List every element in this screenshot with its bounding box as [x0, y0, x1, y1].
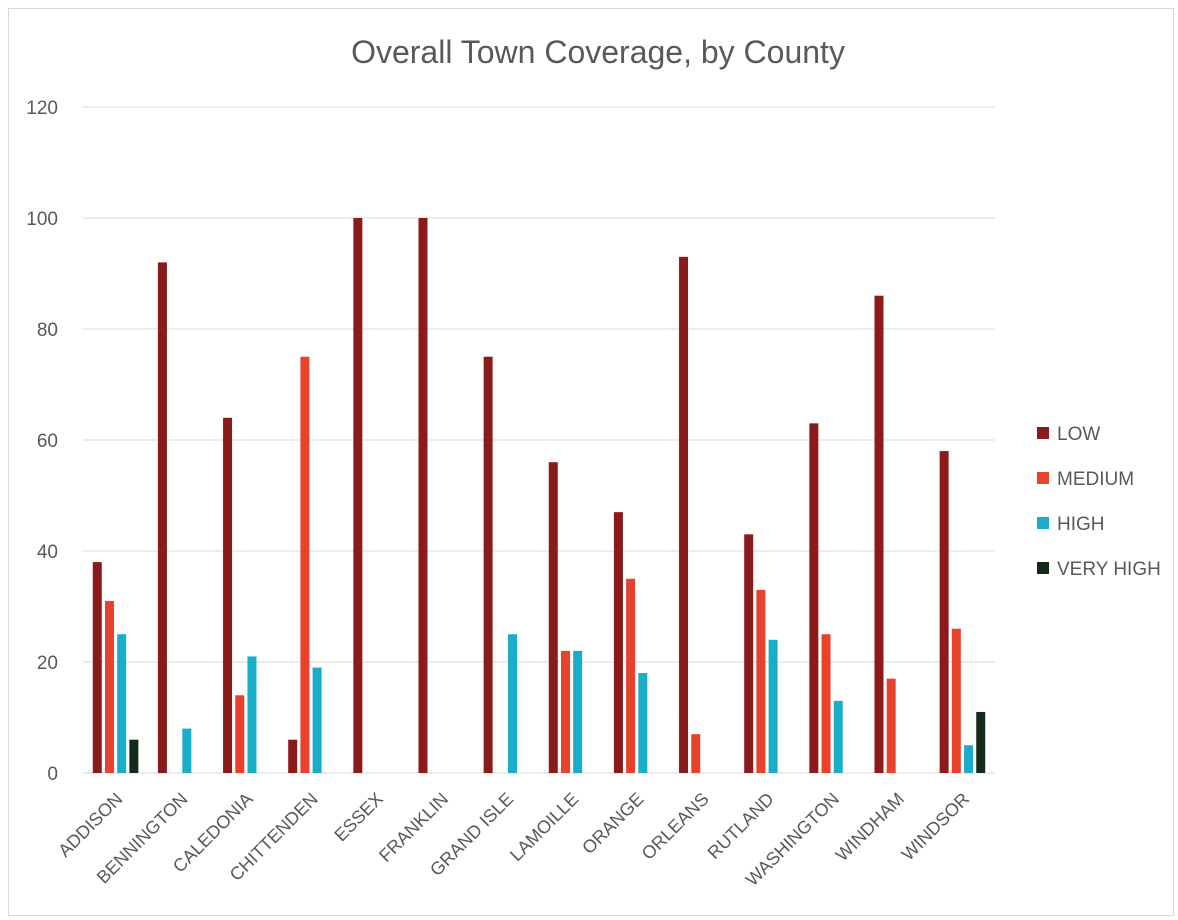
bar-low-windham	[874, 295, 884, 773]
y-tick-label: 40	[37, 542, 58, 563]
bar-high-orange	[638, 673, 648, 773]
bar-low-rutland	[744, 534, 754, 773]
bar-medium-lamoille	[560, 650, 570, 773]
bar-low-orleans	[679, 256, 689, 774]
bars	[92, 218, 986, 774]
bar-low-bennington	[157, 262, 167, 773]
legend-label: VERY HIGH	[1057, 559, 1161, 580]
bar-low-windsor	[939, 451, 949, 773]
bar-medium-caledonia	[235, 695, 245, 773]
bar-high-rutland	[768, 639, 778, 773]
legend-label: LOW	[1057, 424, 1100, 445]
bar-medium-windham	[886, 678, 896, 773]
bar-high-caledonia	[247, 656, 257, 773]
x-tick-label: ESSEX	[330, 789, 387, 846]
x-tick-label: ORANGE	[578, 789, 647, 858]
legend-swatch	[1037, 427, 1049, 439]
bar-high-grand-isle	[508, 634, 518, 773]
x-tick-label: WINDHAM	[832, 789, 908, 865]
legend-label: HIGH	[1057, 514, 1105, 535]
bar-medium-orange	[626, 578, 636, 773]
y-tick-label: 100	[26, 209, 58, 230]
bar-high-chittenden	[312, 667, 322, 773]
bar-very-high-addison	[129, 739, 139, 773]
bar-low-orange	[613, 512, 623, 773]
bar-medium-addison	[104, 600, 114, 773]
legend-swatch	[1037, 517, 1049, 529]
y-tick-label: 60	[37, 431, 58, 452]
y-tick-label: 120	[26, 98, 58, 119]
bar-high-addison	[117, 634, 127, 773]
gridlines	[83, 106, 995, 774]
y-tick-label: 80	[37, 320, 58, 341]
y-tick-label: 20	[37, 653, 58, 674]
y-tick-label: 0	[47, 764, 58, 785]
bar-low-washington	[809, 423, 819, 773]
bar-high-lamoille	[573, 650, 583, 773]
x-tick-label: LAMOILLE	[506, 789, 582, 865]
legend: LOW MEDIUM HIGH VERY HIGH	[1037, 424, 1161, 580]
bar-low-grand-isle	[483, 356, 493, 773]
bar-high-bennington	[182, 728, 192, 773]
bar-low-addison	[92, 562, 102, 773]
bar-medium-chittenden	[300, 356, 310, 773]
legend-swatch	[1037, 472, 1049, 484]
chart-title: Overall Town Coverage, by County	[351, 34, 845, 70]
legend-swatch	[1037, 562, 1049, 574]
bar-medium-washington	[821, 634, 831, 773]
bar-low-chittenden	[288, 739, 298, 773]
x-tick-label: WINDSOR	[898, 789, 974, 865]
legend-label: MEDIUM	[1057, 469, 1134, 490]
bar-low-caledonia	[223, 417, 233, 773]
bar-low-franklin	[418, 218, 428, 773]
bar-low-lamoille	[548, 462, 558, 773]
bar-high-washington	[833, 700, 843, 773]
bar-low-essex	[353, 218, 363, 773]
bar-high-windsor	[964, 745, 974, 773]
bar-very-high-windsor	[976, 711, 986, 773]
bar-medium-windsor	[951, 628, 961, 773]
bar-medium-orleans	[691, 734, 701, 773]
x-tick-label: ORLEANS	[638, 789, 713, 864]
y-axis: 0 20 40 60 80 100 120	[26, 98, 58, 785]
bar-medium-rutland	[756, 589, 766, 773]
